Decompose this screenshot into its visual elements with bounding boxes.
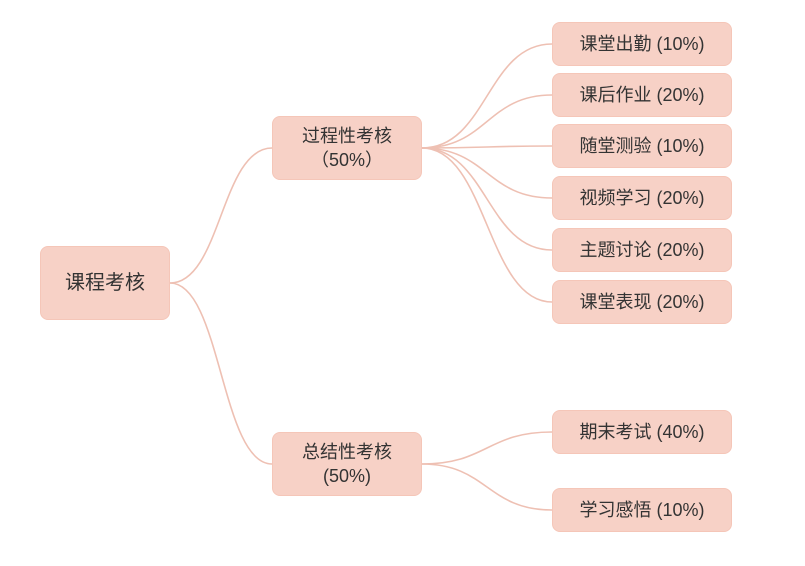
connector: [422, 148, 552, 302]
leaf-video-study: 视频学习 (20%): [552, 176, 732, 220]
leaf-quiz: 随堂测验 (10%): [552, 124, 732, 168]
connector: [422, 464, 552, 510]
branch-process-assessment: 过程性考核 （50%）: [272, 116, 422, 180]
connector: [170, 283, 272, 464]
leaf-homework-label: 课后作业 (20%): [579, 83, 704, 107]
connector: [422, 44, 552, 148]
leaf-quiz-label: 随堂测验 (10%): [579, 134, 704, 158]
leaf-homework: 课后作业 (20%): [552, 73, 732, 117]
leaf-learning-reflection: 学习感悟 (10%): [552, 488, 732, 532]
leaf-class-performance-label: 课堂表现 (20%): [579, 290, 704, 314]
root-node: 课程考核: [40, 246, 170, 320]
leaf-video-study-label: 视频学习 (20%): [579, 186, 704, 210]
leaf-discussion-label: 主题讨论 (20%): [579, 238, 704, 262]
branch-process-assessment-label: 过程性考核 （50%）: [302, 124, 392, 173]
connector: [422, 432, 552, 464]
root-label: 课程考核: [65, 270, 145, 297]
branch-summary-assessment: 总结性考核 (50%): [272, 432, 422, 496]
connector: [422, 148, 552, 198]
leaf-discussion: 主题讨论 (20%): [552, 228, 732, 272]
leaf-final-exam: 期末考试 (40%): [552, 410, 732, 454]
connector: [422, 95, 552, 148]
leaf-learning-reflection-label: 学习感悟 (10%): [579, 498, 704, 522]
leaf-attendance-label: 课堂出勤 (10%): [579, 32, 704, 56]
leaf-final-exam-label: 期末考试 (40%): [579, 420, 704, 444]
connector: [170, 148, 272, 283]
leaf-attendance: 课堂出勤 (10%): [552, 22, 732, 66]
leaf-class-performance: 课堂表现 (20%): [552, 280, 732, 324]
connector: [422, 148, 552, 250]
branch-summary-assessment-label: 总结性考核 (50%): [302, 440, 392, 489]
